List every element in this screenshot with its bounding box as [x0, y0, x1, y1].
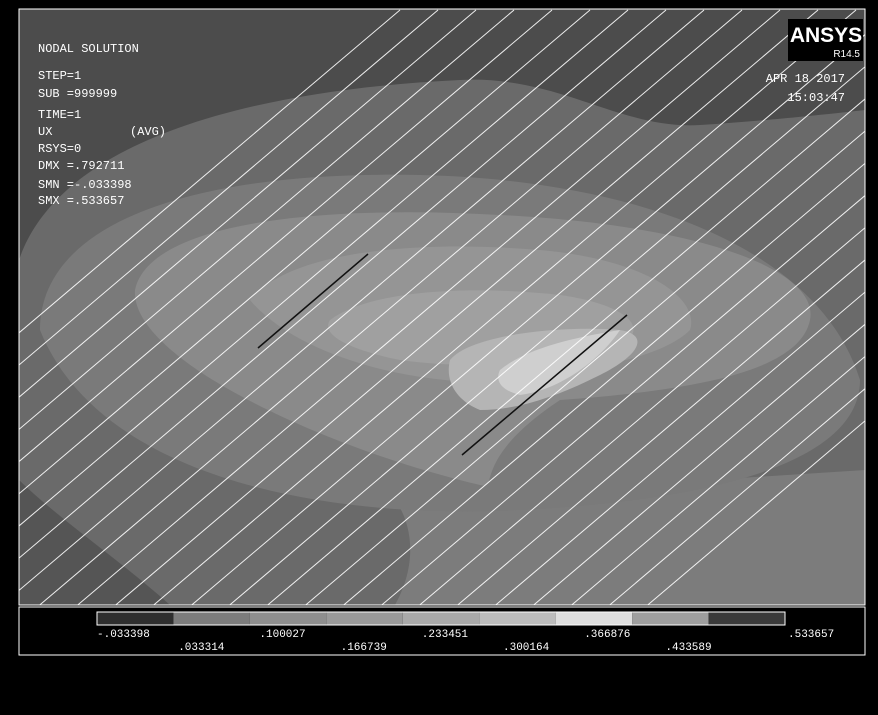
mesh-line [342, 162, 865, 605]
mesh-line [304, 130, 865, 605]
info-line: (AVG) [130, 125, 166, 139]
color-bar-border [96, 611, 786, 626]
mesh-line [19, 9, 515, 431]
date: APR 18 2017 [766, 72, 845, 86]
info-line: SMX =.533657 [38, 194, 124, 208]
mesh-line [19, 9, 591, 495]
color-swatch [555, 612, 633, 625]
info-line: SUB =999999 [38, 87, 117, 101]
color-swatch [326, 612, 403, 625]
info-line: UX [38, 125, 52, 139]
mesh-line [646, 420, 865, 605]
mesh-line [19, 9, 705, 592]
legend-label: .533657 [788, 629, 834, 641]
legend-label: .166739 [341, 642, 387, 654]
legend-label: .300164 [503, 642, 550, 654]
legend-label: .233451 [422, 629, 469, 641]
mesh-line [19, 9, 667, 559]
time: 15:03:47 [787, 91, 845, 105]
mesh-line [494, 291, 865, 605]
title: NODAL SOLUTION [38, 42, 139, 56]
contour-plot [19, 9, 865, 605]
color-bar: -.033398 .033314 .100027 .166739 .233451 .300… [96, 611, 834, 654]
mesh-line [19, 9, 629, 527]
mesh-line [19, 9, 439, 366]
legend-label: -.033398 [97, 629, 150, 641]
color-swatch [173, 612, 250, 625]
legend-label: .366876 [584, 629, 630, 641]
legend-label: .433589 [665, 642, 711, 654]
legend-label: .033314 [178, 642, 225, 654]
mesh-line [19, 9, 553, 463]
mesh-line [19, 9, 401, 334]
mesh-line [570, 355, 865, 605]
mesh-line [76, 9, 781, 605]
info-line: DMX =.792711 [38, 159, 124, 173]
mesh-line [380, 194, 865, 605]
logo-version: R14.5 [833, 49, 860, 60]
info-line: STEP=1 [38, 69, 81, 83]
mesh-line [608, 388, 865, 605]
mesh-line [152, 9, 857, 605]
mesh-line [38, 9, 743, 605]
mesh-line [190, 33, 865, 605]
mesh-line [19, 9, 477, 398]
color-swatch [97, 612, 174, 625]
info-line: RSYS=0 [38, 142, 81, 156]
logo: ANSYS [790, 24, 862, 47]
info-line: TIME=1 [38, 108, 81, 122]
color-swatch [632, 612, 709, 625]
mesh-line [418, 227, 865, 605]
legend-label: .100027 [259, 629, 305, 641]
color-swatch [479, 612, 556, 625]
plot-border [18, 8, 866, 606]
mesh-line [266, 98, 865, 605]
color-swatch [249, 612, 327, 625]
logo-box [788, 19, 863, 61]
mesh-line [532, 323, 865, 605]
color-swatch [402, 612, 480, 625]
info-line: SMN =-.033398 [38, 178, 132, 192]
mesh-line [228, 66, 865, 605]
color-swatch [708, 612, 785, 625]
mesh-line [456, 259, 865, 605]
mesh-line [114, 9, 819, 605]
